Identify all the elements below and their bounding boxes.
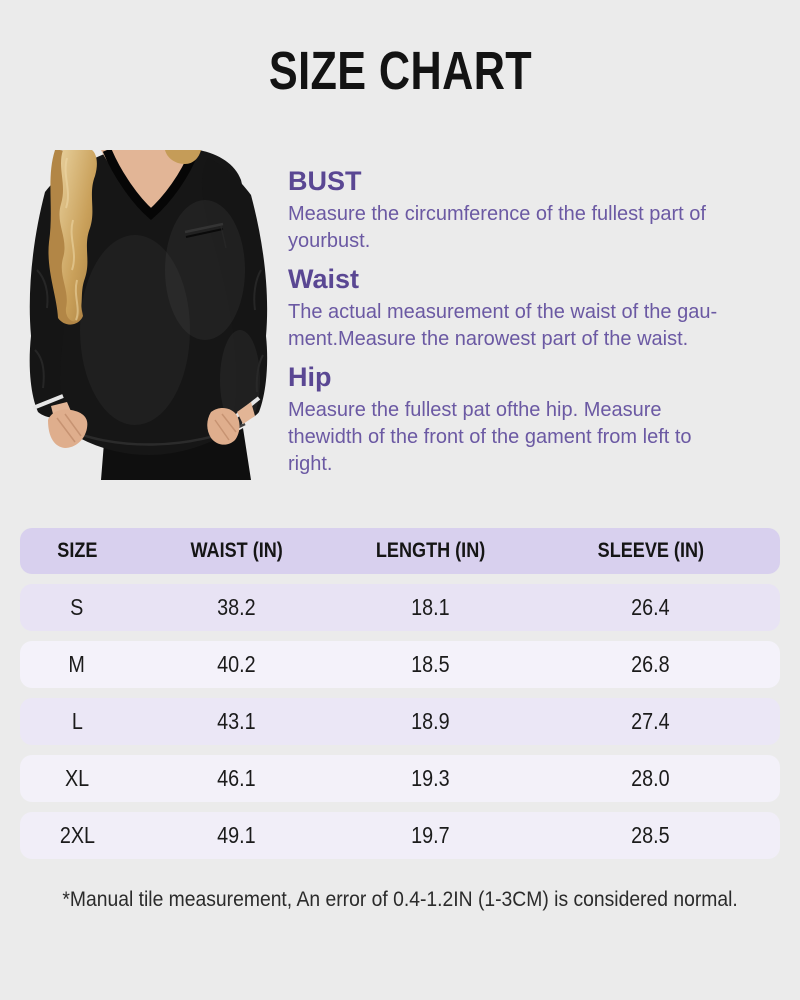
cuffs-and-hands-graphic xyxy=(32,394,261,448)
header-cell-length: LENGTH (IN) xyxy=(375,539,486,562)
header-cell-size: SIZE xyxy=(56,539,98,562)
footnote-row: *Manual tile measurement, An error of 0.… xyxy=(0,888,800,912)
hip-text-line: thewidth of the front of the gament from… xyxy=(288,426,692,448)
table-row-m: M 40.2 18.5 26.8 xyxy=(20,641,780,688)
length-cell: 18.9 xyxy=(411,708,450,734)
hair-graphic xyxy=(48,150,97,325)
page-title: SIZE CHART xyxy=(268,41,532,101)
size-table: SIZE WAIST (IN) LENGTH (IN) SLEEVE (IN) … xyxy=(20,528,780,859)
measure-guide: BUST Measure the circumference of the fu… xyxy=(288,166,738,487)
bust-heading: BUST xyxy=(288,166,362,196)
waist-cell: 46.1 xyxy=(217,765,256,791)
page-title-row: SIZE CHART xyxy=(0,40,800,102)
size-cell: S xyxy=(70,594,84,620)
waist-heading: Waist xyxy=(288,264,360,294)
pants-graphic xyxy=(101,428,251,480)
waist-text-line: ment.Measure the narowest part of the wa… xyxy=(288,328,689,350)
size-table-header: SIZE WAIST (IN) LENGTH (IN) SLEEVE (IN) xyxy=(20,528,780,574)
left-hand xyxy=(48,409,88,448)
size-cell: XL xyxy=(64,765,90,791)
hip-text-line: Measure the fullest pat ofthe hip. Measu… xyxy=(288,399,662,421)
bust-text-line: Measure the circumference of the fullest… xyxy=(288,203,706,225)
length-cell: 18.5 xyxy=(411,651,450,677)
chest-pocket-graphic xyxy=(184,222,227,249)
table-row-2xl: 2XL 49.1 19.7 28.5 xyxy=(20,812,780,859)
sleeve-cell: 27.4 xyxy=(631,708,671,734)
left-cuff-piping xyxy=(32,394,64,410)
waist-cell: 43.1 xyxy=(217,708,256,734)
product-photo xyxy=(29,150,268,480)
sleeve-cell: 28.0 xyxy=(631,765,671,791)
table-row-xl: XL 46.1 19.3 28.0 xyxy=(20,755,780,802)
guide-section-waist: Waist The actual measurement of the wais… xyxy=(288,264,738,353)
hip-heading: Hip xyxy=(288,362,332,392)
header-cell-waist: WAIST (IN) xyxy=(190,539,283,562)
length-cell: 19.3 xyxy=(411,765,450,791)
table-row-s: S 38.2 18.1 26.4 xyxy=(20,584,780,631)
garment-graphic xyxy=(29,150,268,455)
table-row-l: L 43.1 18.9 27.4 xyxy=(20,698,780,745)
waist-cell: 49.1 xyxy=(217,822,256,848)
hip-text-line: right. xyxy=(288,453,333,475)
waist-cell: 40.2 xyxy=(217,651,256,677)
sleeve-cell: 26.4 xyxy=(631,594,671,620)
length-cell: 19.7 xyxy=(411,822,450,848)
size-cell: M xyxy=(68,651,86,677)
waist-text-line: The actual measurement of the waist of t… xyxy=(288,301,718,323)
hair-right-tuft xyxy=(165,150,201,164)
sleeve-cell: 28.5 xyxy=(631,822,671,848)
neck-graphic xyxy=(101,150,201,220)
size-cell: L xyxy=(71,708,83,734)
guide-section-bust: BUST Measure the circumference of the fu… xyxy=(288,166,738,255)
guide-section-hip: Hip Measure the fullest pat ofthe hip. M… xyxy=(288,362,738,478)
bust-text-line: yourbust. xyxy=(288,230,371,252)
size-cell: 2XL xyxy=(59,822,95,848)
header-cell-sleeve: SLEEVE (IN) xyxy=(597,539,704,562)
length-cell: 18.1 xyxy=(411,594,450,620)
waist-cell: 38.2 xyxy=(217,594,256,620)
right-hand xyxy=(207,407,240,445)
footnote-text: *Manual tile measurement, An error of 0.… xyxy=(62,888,738,911)
sleeve-cell: 26.8 xyxy=(631,651,671,677)
vneck-trim xyxy=(102,150,200,220)
